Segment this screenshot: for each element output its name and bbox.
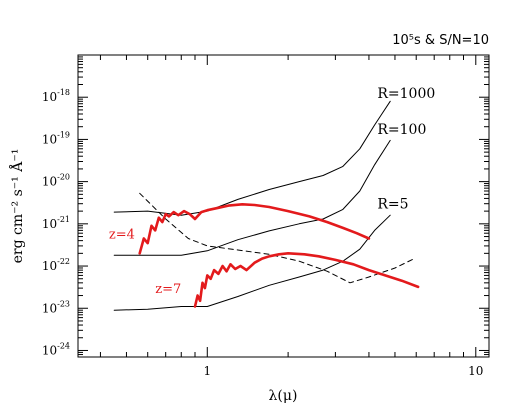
chart-title: 10⁵s & S/N=10 bbox=[392, 33, 489, 48]
y-tick-label: 10-18 bbox=[42, 88, 70, 104]
y-tick-label: 10-21 bbox=[42, 215, 70, 231]
annotation-label: z=7 bbox=[155, 282, 181, 297]
series-r-5 bbox=[113, 214, 391, 311]
y-tick-label: 10-23 bbox=[42, 299, 70, 315]
series-r-100 bbox=[113, 139, 391, 256]
series-dashed-curve bbox=[139, 192, 415, 284]
annotation-label: z=4 bbox=[109, 227, 135, 242]
x-tick-labels: 1 10 bbox=[203, 364, 483, 378]
annotation-label: R=1000 bbox=[377, 86, 435, 102]
axis-ticks bbox=[78, 54, 489, 358]
x-axis-label: λ(μ) bbox=[269, 388, 298, 404]
series-layer bbox=[113, 100, 420, 311]
y-tick-label: 10-22 bbox=[42, 257, 70, 273]
y-axis-label: erg cm⁻² s⁻¹ Å⁻¹ bbox=[8, 149, 26, 264]
series-z-4 bbox=[138, 203, 371, 255]
y-tick-label: 10-20 bbox=[42, 173, 70, 189]
y-tick-label: 10-19 bbox=[42, 130, 70, 146]
plot-frame bbox=[77, 54, 490, 358]
x-tick-label: 1 bbox=[203, 364, 211, 378]
y-tick-label: 10-24 bbox=[42, 341, 70, 357]
x-tick-label: 10 bbox=[468, 364, 483, 378]
y-tick-labels: 10-18 10-19 10-20 10-21 10-22 10-23 10-24 bbox=[42, 88, 70, 357]
annotation-label: R=5 bbox=[377, 197, 408, 213]
annotation-label: R=100 bbox=[377, 122, 426, 138]
series-r-1000 bbox=[113, 100, 391, 216]
annotation-layer: R=1000 R=100 R=5 z=4 z=7 bbox=[109, 86, 435, 297]
series-z-7 bbox=[193, 252, 420, 308]
